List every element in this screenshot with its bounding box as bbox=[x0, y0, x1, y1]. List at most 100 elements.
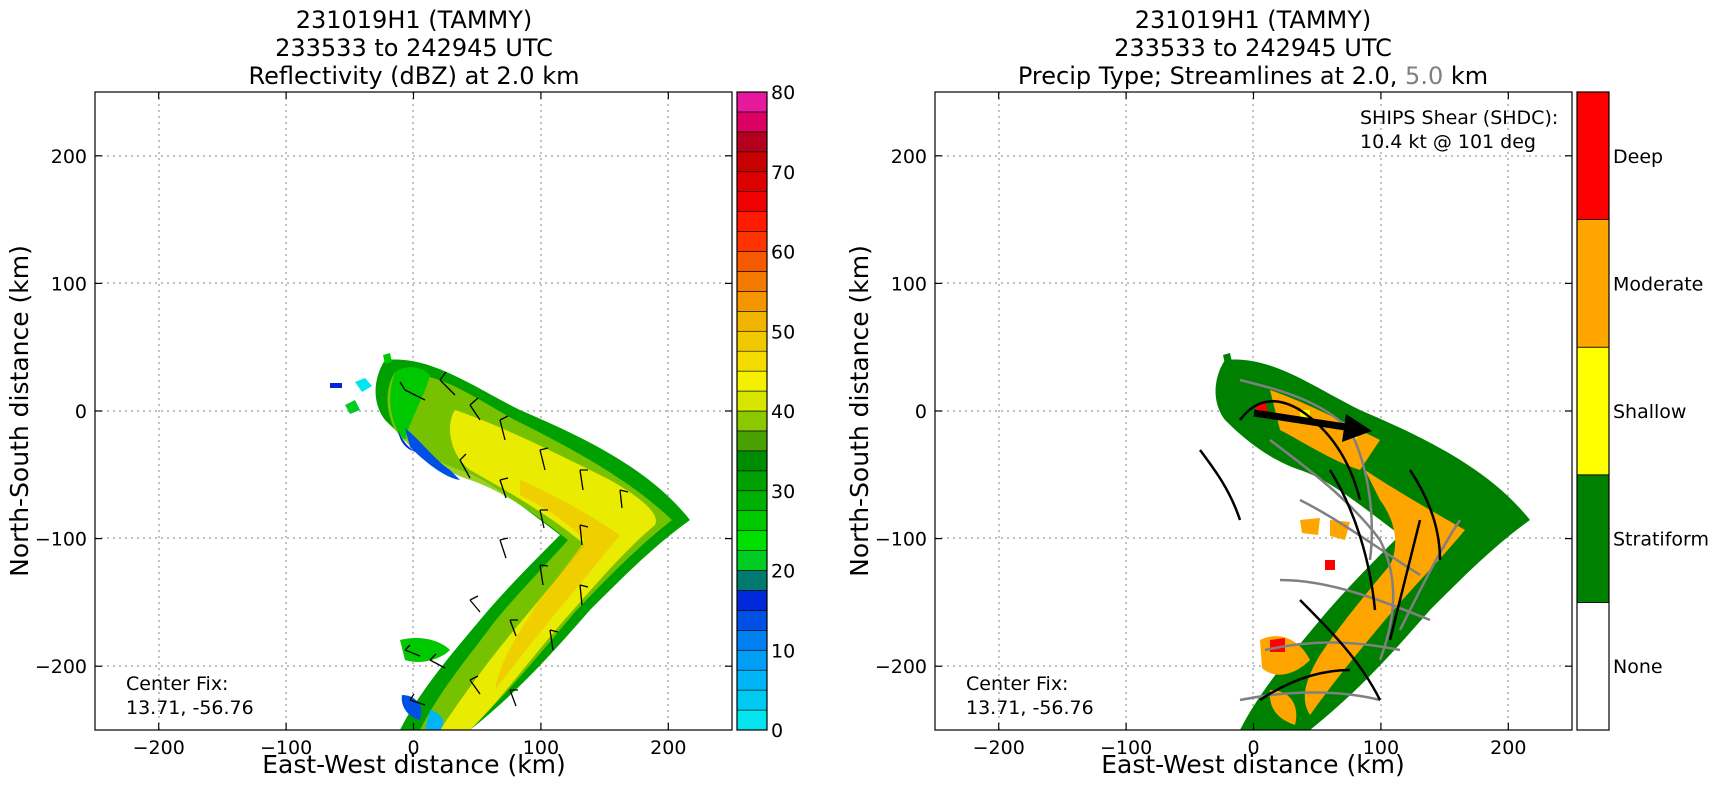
right-title-part-b: 5.0 bbox=[1405, 62, 1443, 90]
colorbar-swatch bbox=[736, 410, 768, 432]
colorbar-category-label: Shallow bbox=[1613, 401, 1686, 423]
colorbar-swatch bbox=[736, 271, 768, 292]
right-title-line-1: 231019H1 (TAMMY) bbox=[1135, 6, 1372, 34]
colorbar-swatch bbox=[736, 450, 768, 472]
right-y-tick-label: −200 bbox=[875, 656, 927, 678]
left-title-line-2: 233533 to 242945 UTC bbox=[275, 34, 553, 62]
colorbar-swatch bbox=[736, 689, 768, 711]
left-x-tick-label: 200 bbox=[650, 737, 686, 759]
left-center-fix-value: 13.71, -56.76 bbox=[126, 697, 254, 719]
colorbar-swatch bbox=[736, 191, 768, 212]
colorbar-swatch bbox=[736, 211, 768, 232]
left-y-tick-label: 100 bbox=[51, 273, 87, 295]
left-x-tick-label: 0 bbox=[407, 737, 419, 759]
right-y-tick-label: 200 bbox=[891, 146, 927, 168]
reflectivity-field bbox=[330, 353, 690, 730]
reflectivity-colorbar: 0 10 20 30 40 50 60 70 80 bbox=[736, 82, 795, 742]
colorbar-swatch bbox=[736, 251, 768, 272]
colorbar-swatch bbox=[736, 649, 768, 671]
colorbar-category-swatch bbox=[1576, 602, 1610, 731]
shear-label: SHIPS Shear (SHDC): bbox=[1360, 107, 1558, 129]
colorbar-swatch bbox=[736, 291, 768, 312]
left-y-tick-label: −200 bbox=[35, 656, 87, 678]
left-x-tick-label: 100 bbox=[523, 737, 559, 759]
colorbar-swatch bbox=[736, 171, 768, 192]
right-axes: −200 −100 0 100 200 −200 −100 0 100 200 bbox=[875, 92, 1572, 759]
right-x-tick-label: 100 bbox=[1363, 737, 1399, 759]
category-colorbar-frame bbox=[1576, 91, 1610, 731]
left-title-line-3: Reflectivity (dBZ) at 2.0 km bbox=[249, 62, 580, 90]
right-x-tick-label: −200 bbox=[973, 737, 1025, 759]
precip-type-colorbar: None Stratiform Shallow Moderate Deep bbox=[1576, 91, 1709, 731]
left-x-tick-label: −200 bbox=[133, 737, 185, 759]
shear-arrow bbox=[1253, 409, 1372, 442]
colorbar-category-swatch bbox=[1576, 219, 1610, 348]
colorbar-frame bbox=[736, 91, 768, 731]
colorbar-swatch bbox=[736, 570, 768, 591]
colorbar-category-swatch bbox=[1576, 474, 1610, 603]
left-title-line-1: 231019H1 (TAMMY) bbox=[296, 6, 533, 34]
right-title-part-a: Precip Type; Streamlines at 2.0, bbox=[1018, 62, 1398, 90]
right-center-fix-value: 13.71, -56.76 bbox=[966, 697, 1094, 719]
colorbar-swatch bbox=[736, 470, 768, 492]
colorbar-swatch bbox=[736, 91, 768, 113]
colorbar-category-label: Deep bbox=[1613, 146, 1663, 168]
left-center-fix-label: Center Fix: bbox=[126, 673, 228, 695]
colorbar-tick-label: 10 bbox=[771, 640, 795, 662]
colorbar-category-label: Moderate bbox=[1613, 273, 1703, 295]
shear-value: 10.4 kt @ 101 deg bbox=[1360, 131, 1536, 153]
colorbar-tick-label: 60 bbox=[771, 242, 795, 264]
right-title-line-3: Precip Type; Streamlines at 2.0, 5.0 km bbox=[1018, 62, 1488, 90]
colorbar-swatch bbox=[736, 530, 768, 551]
right-x-axis-label: East-West distance (km) bbox=[1101, 750, 1405, 779]
colorbar-tick-label: 70 bbox=[771, 162, 795, 184]
colorbar-tick-label: 0 bbox=[771, 720, 783, 742]
colorbar-category-label: Stratiform bbox=[1613, 529, 1709, 551]
left-y-tick-label: 200 bbox=[51, 146, 87, 168]
colorbar-tick-label: 80 bbox=[771, 82, 795, 104]
right-x-tick-label: 200 bbox=[1490, 737, 1526, 759]
colorbar-swatch bbox=[736, 550, 768, 571]
colorbar-swatch bbox=[736, 590, 768, 611]
wind-barbs bbox=[399, 371, 629, 707]
right-y-tick-label: −100 bbox=[875, 529, 927, 551]
colorbar-category-swatch bbox=[1576, 91, 1610, 220]
colorbar-swatch bbox=[736, 370, 768, 392]
left-x-axis-label: East-West distance (km) bbox=[262, 750, 566, 779]
colorbar-tick-label: 50 bbox=[771, 321, 795, 343]
precip-type-panel: 231019H1 (TAMMY) 233533 to 242945 UTC Pr… bbox=[845, 6, 1709, 779]
colorbar-swatch bbox=[736, 630, 768, 651]
reflectivity-panel: 231019H1 (TAMMY) 233533 to 242945 UTC Re… bbox=[5, 6, 795, 779]
colorbar-swatch bbox=[736, 709, 768, 731]
colorbar-swatch bbox=[736, 330, 768, 352]
left-y-axis-label: North-South distance (km) bbox=[5, 245, 34, 577]
colorbar-swatch bbox=[736, 131, 768, 153]
right-x-tick-label: −100 bbox=[1100, 737, 1152, 759]
left-y-tick-label: −100 bbox=[35, 529, 87, 551]
colorbar-swatch bbox=[736, 510, 768, 531]
colorbar-swatch bbox=[736, 151, 768, 173]
right-y-tick-label: 0 bbox=[915, 401, 927, 423]
colorbar-swatch bbox=[736, 610, 768, 631]
colorbar-category-swatch bbox=[1576, 346, 1610, 476]
right-center-fix-label: Center Fix: bbox=[966, 673, 1068, 695]
colorbar-swatch bbox=[736, 490, 768, 511]
colorbar-swatch bbox=[736, 390, 768, 412]
right-y-tick-label: 100 bbox=[891, 273, 927, 295]
colorbar-tick-label: 30 bbox=[771, 481, 795, 503]
left-x-tick-label: −100 bbox=[260, 737, 312, 759]
right-x-tick-label: 0 bbox=[1247, 737, 1259, 759]
colorbar-category-label: None bbox=[1613, 656, 1663, 678]
right-y-axis-label: North-South distance (km) bbox=[845, 245, 874, 577]
colorbar-swatch bbox=[736, 430, 768, 452]
left-axes: −200 −100 0 100 200 −200 −100 0 100 200 bbox=[35, 92, 732, 759]
colorbar-tick-label: 20 bbox=[771, 561, 795, 583]
colorbar-swatch bbox=[736, 669, 768, 691]
colorbar-tick-label: 40 bbox=[771, 401, 795, 423]
colorbar-swatch bbox=[736, 111, 768, 133]
colorbar-swatch bbox=[736, 311, 768, 332]
right-title-line-2: 233533 to 242945 UTC bbox=[1114, 34, 1392, 62]
left-y-tick-label: 0 bbox=[75, 401, 87, 423]
colorbar-swatch bbox=[736, 350, 768, 372]
